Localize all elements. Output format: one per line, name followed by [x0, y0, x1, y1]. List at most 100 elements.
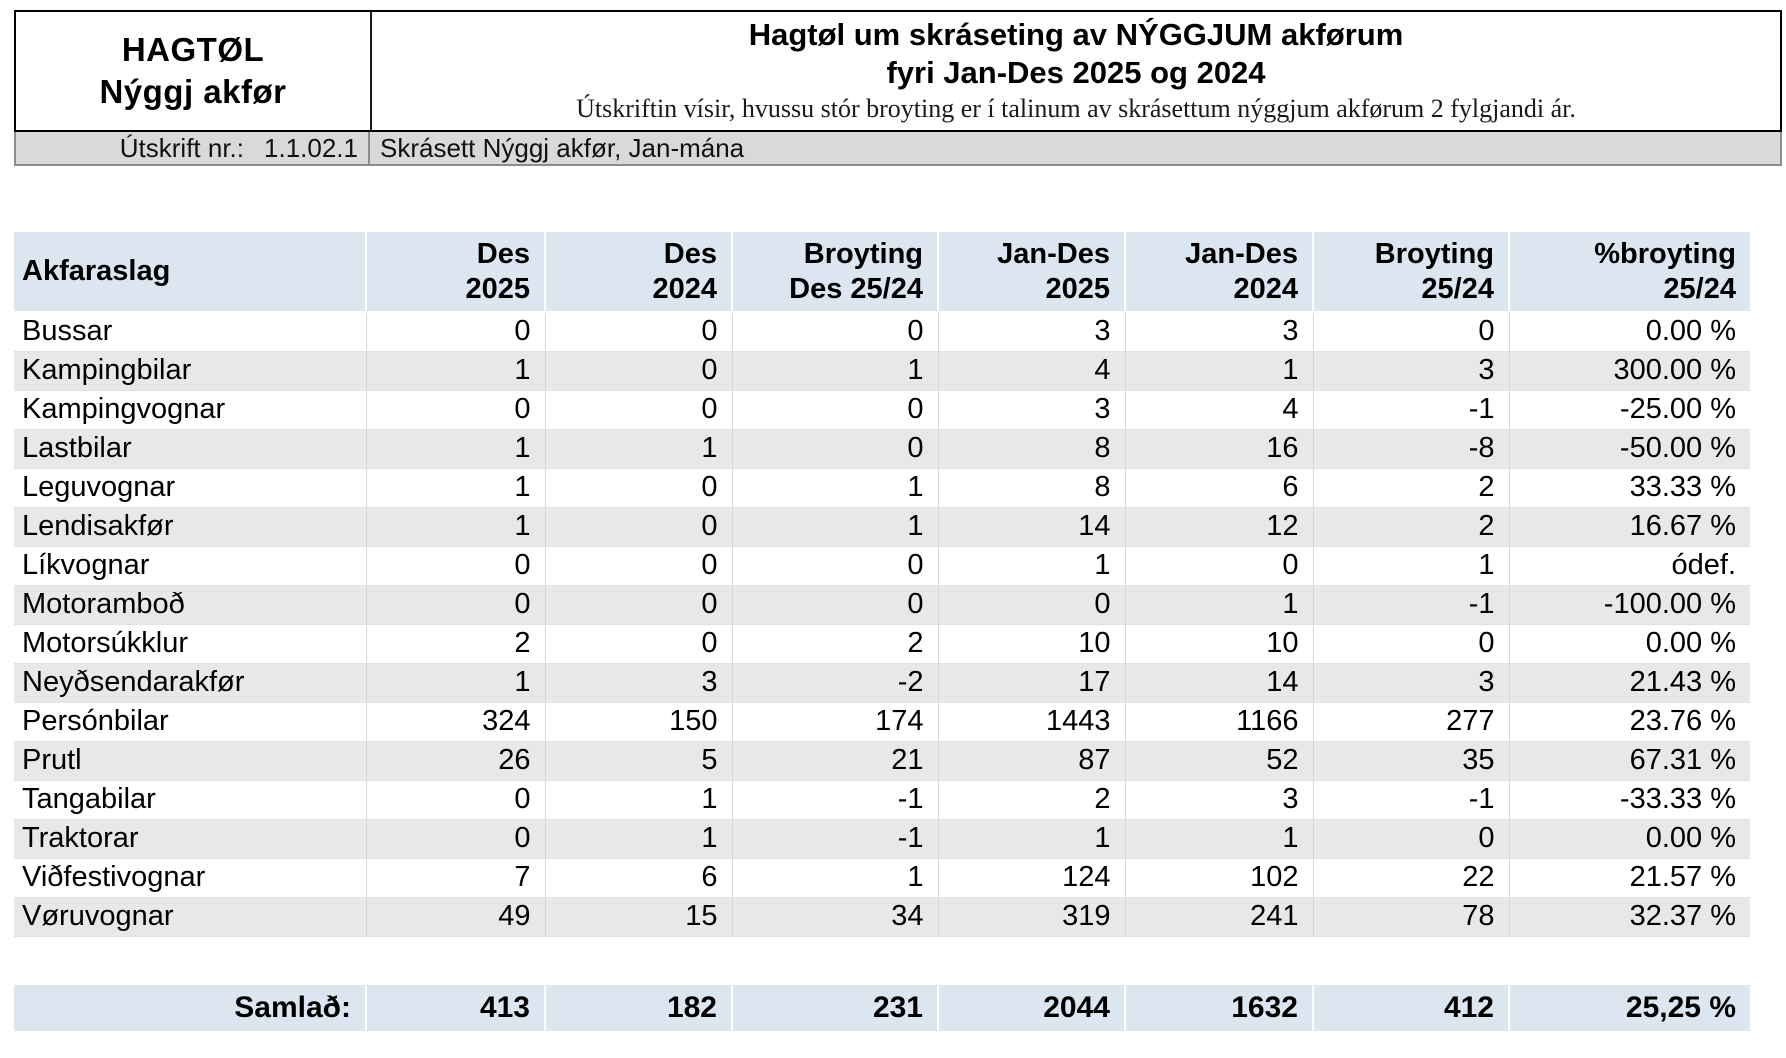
cell-value: 300.00 %: [1508, 351, 1750, 391]
table-row: Neyðsendarakfør 1 3 -2 17 14 3 21.43 %: [14, 663, 1750, 703]
masthead-box: HAGTØL Nýggj akfør Hagtøl um skráseting …: [14, 10, 1782, 132]
column-header-line2: 25/24: [1663, 272, 1736, 305]
cell-value: 8: [937, 468, 1125, 508]
cell-value: 324: [365, 702, 545, 742]
logo: HAGTØL Nýggj akfør: [16, 12, 372, 130]
cell-value: 0: [1124, 546, 1313, 586]
cell-value: 14: [1124, 663, 1313, 703]
cell-value: 17: [937, 663, 1125, 703]
column-header-line2: 2024: [652, 272, 717, 305]
row-label: Tangabilar: [14, 780, 366, 820]
column-header-line1: Akfaraslag: [22, 255, 171, 287]
row-label: Bussar: [14, 312, 366, 352]
cell-value: 4: [937, 351, 1125, 391]
column-header-line1: Jan-Des: [1185, 237, 1298, 270]
cell-value: 0: [365, 585, 545, 625]
total-value: 413: [365, 985, 545, 1031]
report-period: fyri Jan-Des 2025 og 2024: [886, 55, 1266, 90]
cell-value: 34: [731, 897, 938, 937]
column-header-line1: Des: [663, 237, 717, 270]
cell-value: 1166: [1124, 702, 1313, 742]
column-header-5: Jan-Des 2024: [1124, 232, 1313, 313]
cell-value: 0: [544, 351, 732, 391]
column-header-line1: Broyting: [1374, 237, 1494, 270]
report-description: Útskriftin vísir, hvussu stór broyting e…: [576, 94, 1576, 123]
cell-value: 3: [937, 390, 1125, 430]
total-value: 412: [1312, 985, 1509, 1031]
column-header-line1: Des: [476, 237, 530, 270]
cell-value: 0.00 %: [1508, 624, 1750, 664]
cell-value: 78: [1312, 897, 1509, 937]
totals-row-table: Samlað: 413 182 231 2044 1632 412 25,25 %: [14, 985, 1750, 1031]
cell-value: 23.76 %: [1508, 702, 1750, 742]
total-value: 2044: [937, 985, 1125, 1031]
cell-value: 241: [1124, 897, 1313, 937]
vehicle-registrations-table: Akfaraslag Des 2025 Des 2024 Broyting Des 25/2…: [14, 232, 1750, 937]
table-row: Persónbilar 324 150 174 1443 1166 277 23.76 %: [14, 702, 1750, 742]
cell-value: 0: [365, 546, 545, 586]
column-header-line2: 2025: [465, 272, 530, 305]
cell-value: 102: [1124, 858, 1313, 898]
print-number-cell: Útskrift nr.: 1.1.02.1: [16, 132, 370, 164]
cell-value: 10: [1124, 624, 1313, 664]
column-header-line2: Des 25/24: [789, 272, 923, 305]
cell-value: 3: [1124, 780, 1313, 820]
cell-value: 5: [544, 741, 732, 781]
total-value: 182: [544, 985, 732, 1031]
table-row: Líkvognar 0 0 0 1 0 1 ódef.: [14, 546, 1750, 586]
cell-value: 0: [1312, 819, 1509, 859]
cell-value: 21: [731, 741, 938, 781]
cell-value: 0: [731, 312, 938, 352]
print-number-label: Útskrift nr.:: [119, 132, 245, 163]
cell-value: 32.37 %: [1508, 897, 1750, 937]
cell-value: 1: [731, 351, 938, 391]
cell-value: 21.43 %: [1508, 663, 1750, 703]
column-header-2: Des 2024: [544, 232, 732, 313]
cell-value: 1: [1312, 546, 1509, 586]
cell-value: -1: [731, 780, 938, 820]
cell-value: 277: [1312, 702, 1509, 742]
cell-value: -2: [731, 663, 938, 703]
cell-value: 16.67 %: [1508, 507, 1750, 547]
cell-value: 0: [1312, 624, 1509, 664]
row-label: Lastbilar: [14, 429, 366, 469]
cell-value: 1443: [937, 702, 1125, 742]
cell-value: 1: [365, 468, 545, 508]
total-row: Samlað: 413 182 231 2044 1632 412 25,25 %: [14, 985, 1750, 1031]
cell-value: 2: [365, 624, 545, 664]
cell-value: 2: [1312, 507, 1509, 547]
cell-value: 1: [937, 546, 1125, 586]
cell-value: 0: [365, 819, 545, 859]
cell-value: 1: [731, 468, 938, 508]
cell-value: 0: [365, 390, 545, 430]
cell-value: 26: [365, 741, 545, 781]
print-number-value: 1.1.02.1: [264, 132, 358, 163]
cell-value: -8: [1312, 429, 1509, 469]
cell-value: 174: [731, 702, 938, 742]
cell-value: 12: [1124, 507, 1313, 547]
logo-line1: HAGTØL: [121, 31, 265, 68]
column-header-line1: %broyting: [1594, 237, 1736, 270]
header-row: Akfaraslag Des 2025 Des 2024 Broyting Des 25/2…: [14, 232, 1750, 313]
cell-value: 0: [544, 624, 732, 664]
cell-value: 0: [937, 585, 1125, 625]
cell-value: 3: [937, 312, 1125, 352]
cell-value: -1: [1312, 780, 1509, 820]
column-header-line1: Broyting: [803, 237, 923, 270]
cell-value: -50.00 %: [1508, 429, 1750, 469]
cell-value: 1: [544, 780, 732, 820]
cell-value: -33.33 %: [1508, 780, 1750, 820]
title-block: Hagtøl um skráseting av NÝGGJUM akførum …: [372, 12, 1780, 130]
cell-value: 0: [544, 507, 732, 547]
table-row: Kampingvognar 0 0 0 3 4 -1 -25.00 %: [14, 390, 1750, 430]
cell-value: 4: [1124, 390, 1313, 430]
cell-value: 7: [365, 858, 545, 898]
row-label: Kampingbilar: [14, 351, 366, 391]
table-row: Vøruvognar 49 15 34 319 241 78 32.37 %: [14, 897, 1750, 937]
total-value: 231: [731, 985, 938, 1031]
cell-value: 124: [937, 858, 1125, 898]
cell-value: 1: [365, 429, 545, 469]
cell-value: 0: [544, 546, 732, 586]
cell-value: 0: [544, 390, 732, 430]
